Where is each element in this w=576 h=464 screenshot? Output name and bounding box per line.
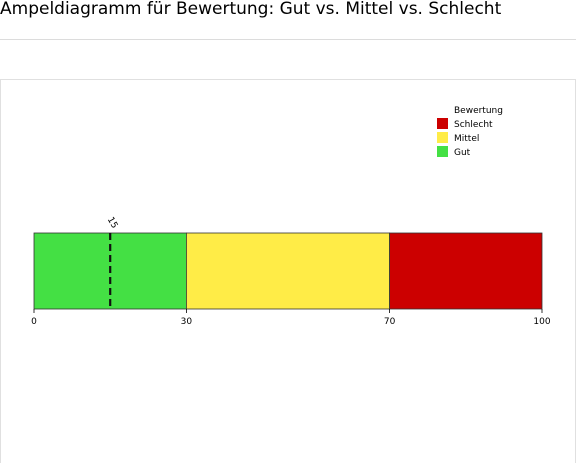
legend: Bewertung Schlecht Mittel Gut <box>437 106 503 158</box>
ticks-layer: 0 30 70 100 <box>31 309 551 327</box>
legend-label-mittel: Mittel <box>454 134 479 144</box>
title-divider <box>0 39 576 40</box>
marker-label: 15 <box>105 216 119 231</box>
legend-swatch-gut <box>437 146 448 157</box>
band-mittel <box>185 232 390 310</box>
x-tick-label: 70 <box>384 317 396 327</box>
legend-title: Bewertung <box>454 106 503 116</box>
legend-label-gut: Gut <box>454 148 471 158</box>
legend-label-schlecht: Schlecht <box>454 120 493 130</box>
page-title: Ampeldiagramm für Bewertung: Gut vs. Mit… <box>0 0 502 19</box>
legend-swatch-schlecht <box>437 118 448 129</box>
chart-panel: 15 0 30 70 100 Bewertung Schlecht Mittel Gut <box>0 79 576 463</box>
traffic-light-chart: 15 0 30 70 100 Bewertung Schlecht Mittel Gut <box>31 106 551 327</box>
marker-layer: 15 <box>105 216 119 309</box>
x-tick-label: 0 <box>31 317 37 327</box>
x-tick-label: 30 <box>181 317 193 327</box>
legend-swatch-mittel <box>437 132 448 143</box>
band-schlecht <box>389 232 543 310</box>
bands-layer <box>33 232 543 310</box>
x-tick-label: 100 <box>533 317 550 327</box>
